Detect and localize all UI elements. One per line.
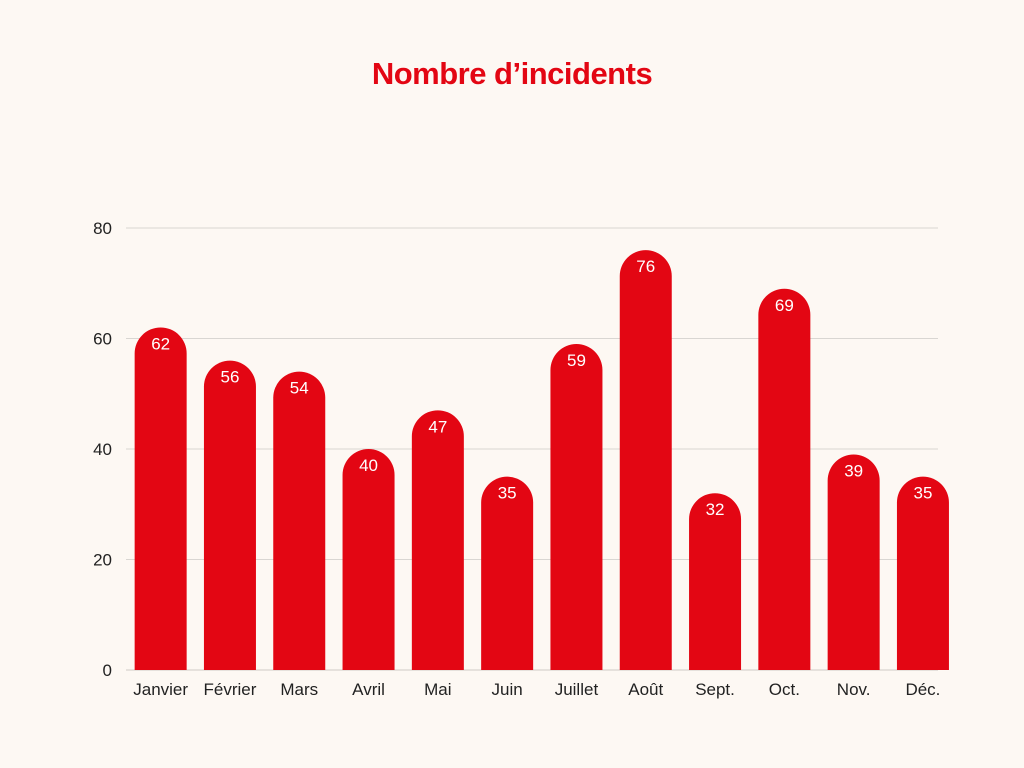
bar-value-label: 76: [636, 257, 655, 276]
bar-3: [273, 371, 326, 670]
x-category-label: Mars: [280, 680, 318, 699]
x-category-label: Nov.: [837, 680, 871, 699]
x-category-label: Oct.: [769, 680, 800, 699]
bar-10: [758, 288, 811, 670]
x-category-label: Sept.: [695, 680, 735, 699]
bar-value-label: 62: [151, 334, 170, 353]
x-category-label: Février: [203, 680, 256, 699]
bar-6: [481, 476, 534, 670]
bar-9: [689, 493, 742, 670]
bar-value-label: 40: [359, 456, 378, 475]
bar-12: [896, 476, 949, 670]
bar-value-label: 32: [706, 500, 725, 519]
bar-4: [342, 449, 395, 670]
bar-2: [203, 360, 256, 670]
x-category-label: Déc.: [905, 680, 940, 699]
bar-11: [827, 454, 880, 670]
bar-value-label: 54: [290, 379, 309, 398]
bar-1: [134, 327, 187, 670]
value-labels: 62 56 54 40 47 35 59 76 32 69 39 35: [151, 257, 932, 519]
x-category-label: Avril: [352, 680, 385, 699]
y-tick-label: 80: [93, 219, 112, 238]
bar-value-label: 39: [844, 462, 863, 481]
bar-value-label: 69: [775, 296, 794, 315]
y-tick-label: 0: [103, 661, 112, 680]
x-axis-categories: Janvier Février Mars Avril Mai Juin Juillet Aoû…: [133, 680, 940, 699]
bar-value-label: 47: [428, 417, 447, 436]
bar-value-label: 35: [498, 484, 517, 503]
bar-value-label: 35: [913, 484, 932, 503]
bar-7: [550, 344, 603, 670]
y-tick-label: 20: [93, 551, 112, 570]
x-category-label: Juillet: [555, 680, 599, 699]
bar-value-label: 59: [567, 351, 586, 370]
bar-5: [411, 410, 464, 670]
bar-value-label: 56: [220, 368, 239, 387]
x-category-label: Mai: [424, 680, 451, 699]
bar-8: [619, 250, 672, 670]
x-category-label: Janvier: [133, 680, 188, 699]
bars: [134, 250, 949, 670]
y-tick-label: 60: [93, 330, 112, 349]
y-tick-label: 40: [93, 440, 112, 459]
x-category-label: Août: [628, 680, 663, 699]
x-category-label: Juin: [492, 680, 523, 699]
y-axis-ticks: 0 20 40 60 80: [93, 219, 112, 680]
chart-title: Nombre d’incidents: [371, 56, 653, 91]
